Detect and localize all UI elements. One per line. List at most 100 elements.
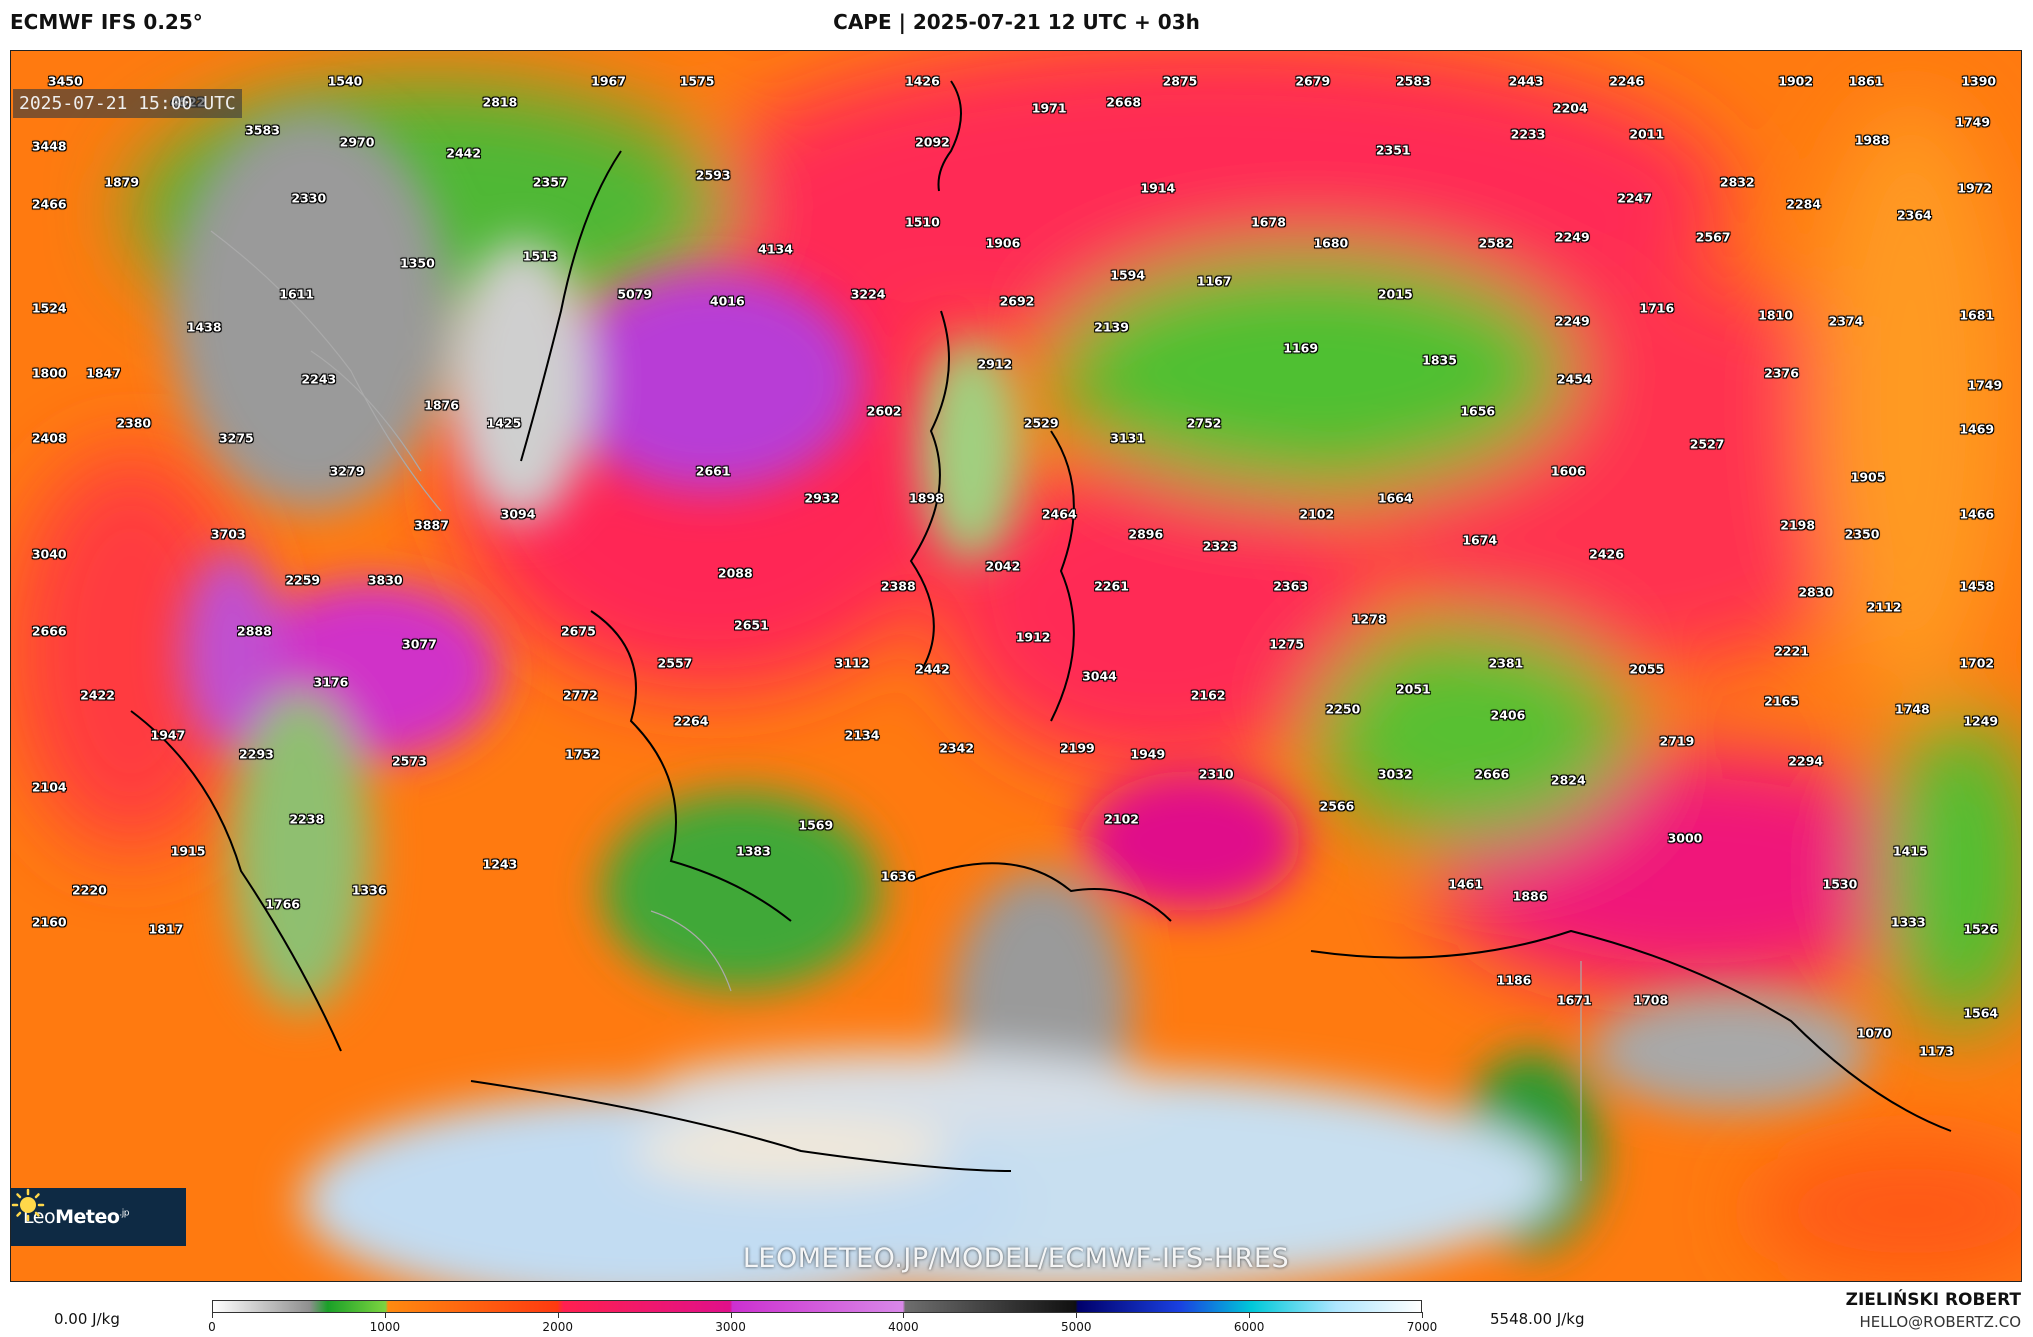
cape-value-label: 3830 [367, 572, 403, 588]
cape-value-label: 2830 [1798, 584, 1834, 600]
cape-value-label: 2692 [999, 293, 1035, 309]
cape-value-label: 1702 [1959, 655, 1995, 671]
cape-value-label: 2088 [717, 565, 753, 581]
cape-value-label: 1847 [86, 365, 121, 381]
cape-value-label: 1510 [905, 214, 940, 230]
cape-value-label: 1249 [1963, 713, 1999, 729]
cape-value-label: 1594 [1110, 267, 1146, 283]
cape-value-label: 5079 [617, 286, 653, 302]
cape-value-label: 2668 [1106, 94, 1142, 109]
cape-value-label: 2408 [31, 430, 67, 446]
cape-value-label: 2422 [80, 687, 115, 703]
cape-value-label: 1275 [1269, 636, 1304, 652]
colorbar-tick [1249, 1312, 1251, 1318]
cape-value-label: 2661 [695, 463, 731, 479]
cape-value-label: 1636 [880, 868, 916, 884]
cape-value-label: 3887 [414, 517, 449, 533]
cape-value-label: 1766 [265, 896, 301, 912]
cape-value-label: 2464 [1041, 506, 1077, 522]
legend-max-label: 5548.00 J/kg [1490, 1310, 1585, 1328]
cape-value-label: 2557 [657, 655, 693, 671]
cape-value-label: 2165 [1764, 693, 1799, 709]
cape-value-label: 2593 [695, 167, 731, 183]
cape-value-label: 1905 [1850, 469, 1886, 485]
cape-value-label: 1949 [1130, 746, 1166, 762]
cape-value-label: 1575 [679, 73, 715, 89]
cape-value-label: 1461 [1448, 876, 1484, 892]
cape-value-label: 1972 [1957, 180, 1993, 196]
colorbar-tick [730, 1312, 732, 1318]
cape-value-label: 2527 [1689, 436, 1725, 452]
cape-value-label: 2364 [1896, 207, 1932, 223]
cape-value-label: 2102 [1104, 811, 1140, 827]
cape-value-label: 2261 [1094, 578, 1129, 594]
cape-value-label: 2351 [1375, 142, 1411, 158]
colorbar-tick-label: 2000 [542, 1320, 573, 1334]
cape-value-label: 2051 [1395, 681, 1431, 697]
colorbar-tick [384, 1312, 386, 1318]
cape-value-label: 4016 [709, 293, 745, 309]
cape-value-label: 1680 [1313, 235, 1349, 251]
cape-value-label: 1390 [1961, 73, 1997, 89]
cape-value-label: 2162 [1190, 687, 1226, 703]
cape-value-label: 2666 [31, 623, 67, 639]
cape-value-label: 3224 [850, 286, 886, 302]
cape-value-label: 1611 [279, 286, 315, 302]
cape-value-label: 3450 [47, 73, 83, 89]
cape-value-label: 1967 [591, 73, 626, 89]
cape-value-label: 2875 [1162, 73, 1198, 89]
leometeo-logo[interactable]: LeoMeteo.jp [11, 1188, 186, 1246]
cape-value-label: 2679 [1295, 73, 1331, 89]
cape-value-label: 2204 [1552, 100, 1588, 116]
cape-value-label: 3112 [834, 655, 870, 671]
cape-value-label: 1810 [1758, 307, 1793, 323]
watermark-url: LEOMETEO.JP/MODEL/ECMWF-IFS-HRES [742, 1243, 1290, 1274]
cape-value-label: 2582 [1478, 235, 1514, 251]
cape-value-label: 2406 [1490, 707, 1526, 723]
cape-value-label: 2102 [1299, 506, 1335, 522]
cape-value-label: 3275 [218, 430, 254, 446]
cape-value-label: 2566 [1319, 798, 1355, 814]
cape-value-label: 1070 [1856, 1025, 1892, 1041]
cape-value-label: 1167 [1196, 273, 1232, 289]
cape-value-label: 2104 [31, 779, 67, 794]
colorbar-tick [212, 1312, 213, 1318]
cape-value-label: 1469 [1959, 421, 1995, 437]
cape-value-label: 1674 [1462, 532, 1498, 548]
logo-text: LeoMeteo.jp [23, 1206, 129, 1228]
cape-value-label: 1383 [736, 843, 771, 859]
cape-value-label: 1425 [486, 415, 522, 431]
author-email[interactable]: HELLO@ROBERTZ.CO [1859, 1313, 2021, 1331]
cape-value-label: 3176 [313, 674, 349, 690]
colorbar-tick-label: 6000 [1233, 1320, 1265, 1334]
cape-value-label: 1243 [482, 856, 518, 872]
colorbar-tick-label: 0 [208, 1320, 216, 1334]
cape-value-label: 2824 [1550, 772, 1586, 788]
colorbar-tick [557, 1312, 559, 1318]
cape-value-label: 3703 [210, 526, 246, 542]
cape-value-label: 2374 [1828, 313, 1864, 329]
cape-map[interactable]: 1540 1967 1575 1426 2875 2679 2583 2443 2246 1902… [10, 50, 2022, 1282]
cape-value-label: 2249 [1554, 313, 1590, 329]
cape-value-label: 1169 [1283, 340, 1319, 356]
cape-value-label: 2042 [985, 558, 1021, 574]
colorbar-tick [1422, 1312, 1423, 1318]
cape-value-label: 2294 [1788, 753, 1824, 769]
cape-field [11, 51, 2021, 1281]
cape-value-label: 2357 [532, 174, 568, 190]
cape-value-label: 1526 [1963, 921, 1999, 937]
cape-value-label: 1458 [1959, 578, 1995, 594]
cape-value-label: 1466 [1959, 506, 1995, 522]
cape-value-label: 2912 [977, 356, 1013, 372]
cape-value-label: 1186 [1496, 972, 1532, 988]
colorbar-tick-label: 4000 [888, 1320, 919, 1334]
cape-value-label: 2380 [116, 415, 152, 431]
cape-value-label: 1336 [351, 882, 387, 898]
cape-value-label: 4134 [758, 241, 793, 257]
cape-value-label: 2015 [1377, 286, 1413, 302]
cape-value-label: 1817 [148, 921, 184, 937]
cape-value-label: 2342 [939, 740, 975, 756]
colorbar-tick [903, 1312, 905, 1318]
cape-value-label: 3040 [31, 546, 67, 562]
cape-value-label: 1914 [1140, 180, 1176, 196]
